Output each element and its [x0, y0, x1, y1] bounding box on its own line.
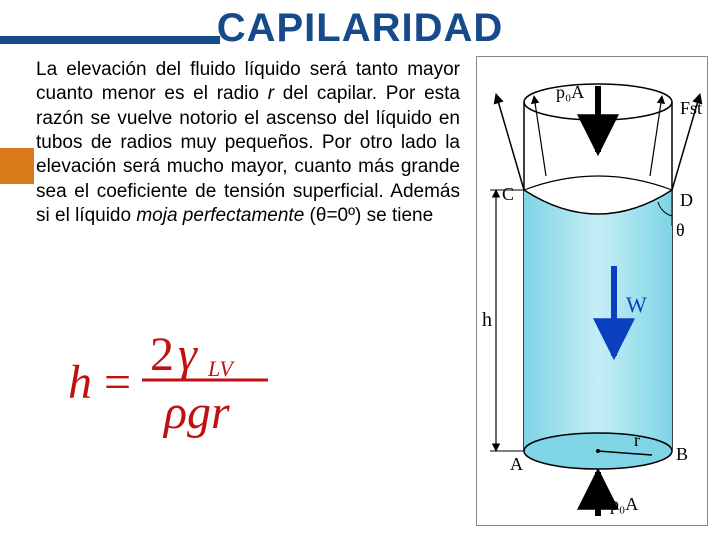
body-moja: moja perfectamente [136, 205, 304, 226]
label-p0a-top: p₀A [556, 82, 584, 102]
capillary-diagram: r p₀A Fst C D θ W h [476, 56, 708, 526]
label-r: r [634, 430, 640, 450]
body-paragraph: La elevación del fluido líquido será tan… [34, 56, 462, 230]
label-c: C [502, 184, 514, 204]
liquid-fill [524, 190, 672, 469]
formula-gamma: γ [178, 328, 198, 381]
formula-eq: = [104, 356, 131, 409]
fst-arrow-3 [650, 96, 662, 176]
label-b: B [676, 444, 688, 464]
label-d: D [680, 190, 693, 210]
fst-arrow-left [496, 94, 524, 190]
formula-sub: LV [207, 356, 235, 381]
label-p0a-bottom: p₀A [610, 494, 638, 514]
slide: CAPILARIDAD La elevación del fluido líqu… [0, 0, 720, 540]
center-dot [596, 449, 600, 453]
formula-den: ρgr [162, 386, 230, 439]
label-w: W [626, 292, 647, 317]
body-suffix: (θ=0º) se tiene [304, 205, 433, 226]
formula-two: 2 [150, 328, 174, 381]
formula-svg: h = 2 γ LV ρgr [60, 320, 280, 440]
label-h: h [482, 309, 492, 331]
label-fst: Fst [680, 98, 702, 118]
formula: h = 2 γ LV ρgr [60, 320, 280, 440]
fst-arrow-2 [534, 96, 546, 176]
label-theta: θ [676, 220, 685, 240]
formula-lhs: h [68, 356, 92, 409]
slide-title: CAPILARIDAD [0, 6, 720, 51]
meniscus-back [524, 176, 672, 190]
diagram-svg: r p₀A Fst C D θ W h [476, 56, 708, 526]
label-a: A [510, 454, 523, 474]
